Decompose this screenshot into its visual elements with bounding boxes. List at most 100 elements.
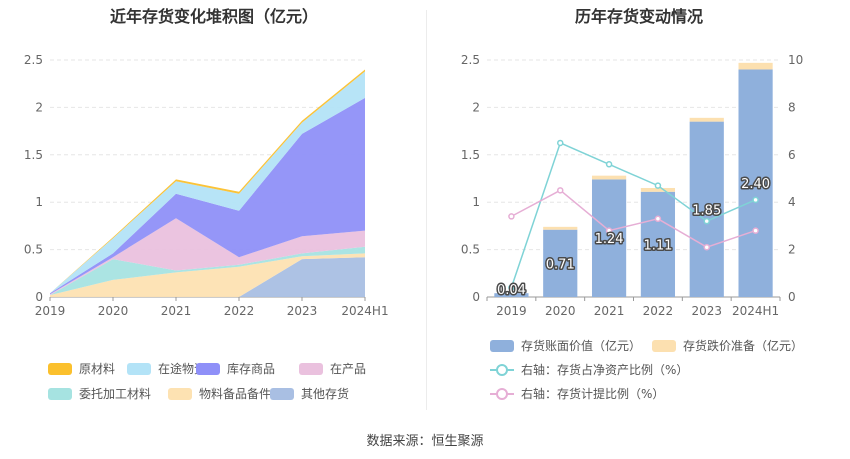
left-y-tick-label: 2 [35, 100, 43, 114]
bar-data-label: 0.04 [497, 283, 526, 298]
legend-item-wip[interactable]: 在产品 [299, 360, 366, 377]
chart-divider [426, 10, 427, 410]
bar-book-value [543, 229, 578, 297]
legend-item-other[interactable]: 其他存货 [270, 385, 349, 402]
point-net-assets-ratio [703, 217, 710, 225]
bar-book-value [494, 293, 529, 297]
bar-data-label: 1.11 [643, 238, 672, 253]
bar-data-label: 2.40 [741, 177, 770, 192]
legend-item-provision-ratio[interactable]: 右轴：存货计提比例（%） [490, 385, 664, 402]
right-y-tick-label: 1.5 [461, 148, 480, 162]
left-x-tick-label: 2021 [161, 304, 192, 318]
legend-label: 原材料 [79, 362, 116, 376]
point-net-assets-ratio [654, 182, 662, 189]
bar-book-value [738, 69, 773, 297]
right-x-tick-label: 2019 [496, 304, 527, 318]
legend-item-in_transit[interactable]: 在途物资 [127, 360, 206, 377]
bar-data-label: 1.24 [595, 232, 624, 247]
legend-swatch [490, 363, 514, 376]
bar-reserve [543, 226, 578, 230]
legend-label: 存货跌价准备（亿元） [683, 339, 804, 353]
right-x-tick-label: 2020 [545, 304, 576, 318]
right-x-tick-label: 2023 [691, 304, 722, 318]
legend-label: 右轴：存货占净资产比例（%） [521, 363, 689, 377]
right-y2-tick-label: 8 [788, 100, 796, 114]
right-y2-tick-label: 6 [788, 148, 796, 162]
line-net-assets-ratio [510, 141, 756, 288]
bar-data-label: 1.85 [692, 203, 721, 218]
area-wip [50, 218, 365, 296]
left-x-tick-label: 2019 [35, 304, 66, 318]
left-chart-title: 近年存货变化堆积图（亿元） [109, 7, 318, 26]
right-y2-tick-label: 2 [788, 243, 796, 257]
area-other [50, 257, 365, 297]
bar-book-value [689, 121, 724, 298]
right-x-tick-label: 2024H1 [732, 304, 779, 318]
left-y-tick-label: 0.5 [24, 243, 43, 257]
right-y2-tick-label: 4 [788, 195, 796, 209]
legend-label: 物料备品备件 [199, 387, 272, 401]
area-consigned [50, 246, 365, 296]
left-y-tick-label: 2.5 [24, 53, 43, 67]
point-provision-ratio [654, 215, 662, 223]
point-provision-ratio [605, 227, 613, 234]
left-y-tick-label: 1.5 [24, 148, 43, 162]
left-y-tick-label: 0 [35, 290, 43, 304]
legend-item-supplies[interactable]: 物料备品备件 [168, 385, 271, 402]
bar-reserve [689, 117, 724, 122]
legend-swatch [270, 387, 294, 400]
bar-reserve [640, 187, 676, 192]
point-provision-ratio [557, 187, 564, 194]
left-x-tick-label: 2024H1 [341, 304, 388, 318]
legend-label: 库存商品 [227, 362, 276, 376]
legend-swatch [490, 339, 514, 352]
left-x-tick-label: 2023 [287, 304, 318, 318]
legend-swatch [48, 387, 72, 400]
right-y-tick-label: 2.5 [461, 53, 480, 67]
bar-reserve [591, 175, 627, 180]
area-supplies [50, 253, 365, 297]
legend-item-net-assets-ratio[interactable]: 右轴：存货占净资产比例（%） [490, 361, 688, 378]
data-source-note: 数据来源：恒生聚源 [366, 434, 484, 449]
legend-item-reserve[interactable]: 存货跌价准备（亿元） [652, 337, 803, 354]
legend-item-book-value[interactable]: 存货账面价值（亿元） [490, 337, 641, 354]
legend-swatch [299, 362, 323, 375]
left-y-tick-label: 1 [35, 195, 43, 209]
legend-swatch [48, 362, 72, 375]
legend-swatch [127, 362, 151, 375]
line-provision-ratio [511, 189, 756, 249]
point-net-assets-ratio [508, 284, 515, 291]
right-x-tick-label: 2021 [594, 304, 625, 318]
area-in_transit [50, 71, 365, 294]
bar-reserve [738, 62, 773, 70]
right-y2-tick-label: 0 [788, 290, 796, 304]
legend-label: 委托加工材料 [79, 387, 152, 401]
point-net-assets-ratio [605, 161, 613, 168]
right-x-tick-label: 2022 [643, 304, 674, 318]
legend-label: 在途物资 [158, 362, 207, 376]
bar-data-label: 0.71 [546, 257, 575, 272]
right-y-tick-label: 0 [472, 290, 480, 304]
bar-book-value [640, 191, 676, 297]
legend-swatch [168, 387, 192, 400]
point-net-assets-ratio [752, 196, 759, 204]
legend-item-raw_materials[interactable]: 原材料 [48, 360, 115, 377]
legend-label: 在产品 [330, 362, 367, 376]
legend-swatch [196, 362, 220, 375]
right-y2-tick-label: 10 [788, 53, 803, 67]
left-x-tick-label: 2020 [98, 304, 129, 318]
right-chart-title: 历年存货变动情况 [574, 7, 703, 26]
point-provision-ratio [508, 213, 515, 220]
legend-item-finished_goods[interactable]: 库存商品 [196, 360, 275, 377]
bar-book-value [591, 179, 627, 297]
legend-swatch [652, 339, 676, 352]
point-provision-ratio [703, 243, 710, 251]
right-y-tick-label: 0.5 [461, 243, 480, 257]
right-y-tick-label: 2 [472, 100, 480, 114]
legend-label: 右轴：存货计提比例（%） [521, 387, 665, 401]
legend-swatch [490, 387, 514, 400]
area-finished_goods [50, 97, 365, 295]
legend-item-consigned[interactable]: 委托加工材料 [48, 385, 151, 402]
legend-label: 存货账面价值（亿元） [521, 339, 642, 353]
